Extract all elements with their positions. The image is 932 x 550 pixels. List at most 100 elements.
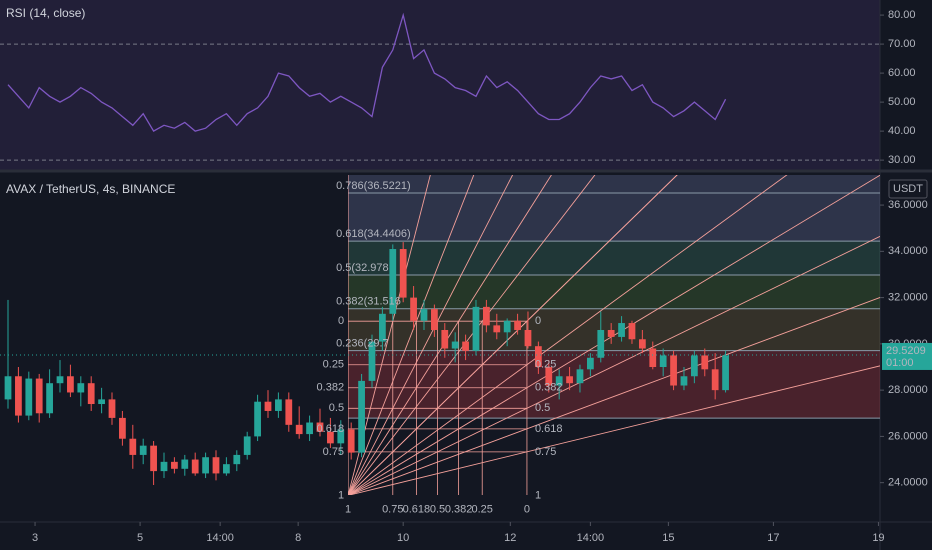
fib-label: 0.236(29.7 <box>336 337 389 349</box>
gann-label: 0.5 <box>535 402 550 414</box>
candle-body <box>670 355 677 386</box>
candle-body <box>171 461 178 469</box>
candle-body <box>389 249 397 314</box>
fan-line <box>348 175 596 495</box>
gann-label: 0 <box>338 315 344 327</box>
candle-body <box>275 399 282 411</box>
x-tick-label: 19 <box>872 532 884 544</box>
fib-label: 0.618(34.4406) <box>336 228 411 240</box>
rsi-line <box>7 12 727 132</box>
candle-body <box>243 436 251 455</box>
y-tick-label: 24.0000 <box>888 477 928 489</box>
candle-body <box>160 461 168 472</box>
candle-body <box>119 417 126 439</box>
candle-body <box>191 459 199 474</box>
gann-label: 0.618 <box>403 503 431 515</box>
candle-body <box>628 323 636 340</box>
candle-body <box>659 355 667 368</box>
x-tick-label: 14:00 <box>577 532 605 544</box>
candle-body <box>545 367 553 386</box>
gann-label: 1 <box>345 503 351 515</box>
fan-line <box>348 175 880 495</box>
candle-body <box>358 380 365 453</box>
y-tick-label: 60.00 <box>888 67 916 79</box>
candle-body <box>472 306 480 351</box>
x-tick-label: 14:00 <box>206 532 234 544</box>
candle-body <box>35 378 43 414</box>
gann-fan <box>348 175 880 495</box>
candle-body <box>46 383 53 414</box>
fan-line <box>348 365 880 495</box>
x-tick-label: 3 <box>32 532 38 544</box>
y-tick-label: 32.0000 <box>888 292 928 304</box>
gann-label: 0 <box>524 503 530 515</box>
y-tick-label: 50.00 <box>888 96 916 108</box>
gann-label: 0.25 <box>535 359 556 371</box>
gann-label: 0.25 <box>472 503 493 515</box>
candle-body <box>98 399 105 405</box>
fib-label: 0.382(31.516 <box>336 296 401 308</box>
fan-line <box>348 175 552 495</box>
candles <box>4 242 729 485</box>
candle-body <box>4 376 12 400</box>
candle-body <box>597 329 605 358</box>
fan-line <box>348 175 678 495</box>
last-price-box <box>882 342 932 370</box>
candle-body <box>503 320 511 333</box>
fib-band <box>348 241 881 275</box>
candle-body <box>223 464 230 474</box>
candle-body <box>202 457 209 474</box>
candle-body <box>254 401 261 437</box>
candle-body <box>493 325 501 333</box>
candle-body <box>139 445 147 455</box>
gann-label: 0.75 <box>535 446 556 458</box>
candle-body <box>576 369 584 384</box>
fib-layer <box>348 175 881 419</box>
y-tick-label: 80.00 <box>888 9 916 21</box>
gann-label: 0.25 <box>323 359 344 371</box>
candle-body <box>649 348 657 368</box>
fan-line <box>348 175 788 495</box>
candle-body <box>77 383 85 393</box>
fib-band <box>348 350 881 419</box>
currency: USDT <box>893 183 923 195</box>
candle-body <box>483 306 490 326</box>
candle-body <box>306 422 313 435</box>
y-tick-label: 28.0000 <box>888 384 928 396</box>
fib-band <box>348 274 881 309</box>
candle-body <box>566 376 573 384</box>
candle-body <box>15 376 22 416</box>
candle-body <box>722 355 729 391</box>
x-tick-label: 5 <box>137 532 143 544</box>
y-tick-label: 70.00 <box>888 38 916 50</box>
rsi-title: RSI (14, close) <box>6 6 85 20</box>
candle-body <box>347 429 355 453</box>
candle-body <box>316 422 324 432</box>
candle-body <box>701 355 709 370</box>
y-tick-label: 40.00 <box>888 125 916 137</box>
labels: 30.00 40.00 50.00 60.00 70.00 80.00 24.0000 26.… <box>0 9 932 544</box>
candle-body <box>462 341 469 351</box>
candle-body <box>212 457 220 474</box>
x-tick-label: 17 <box>767 532 779 544</box>
candle-body <box>711 369 719 391</box>
candle-body <box>586 357 594 370</box>
fib-label: 0.786(36.5221) <box>336 180 411 192</box>
candle-body <box>690 355 698 377</box>
countdown: 01:00 <box>886 357 914 369</box>
candle-body <box>420 309 428 321</box>
gann-label: 0.382 <box>317 382 345 394</box>
rsi-panel <box>0 0 880 170</box>
currency-box <box>888 179 928 199</box>
fib-label: 0.5(32.978 <box>336 262 389 274</box>
y-tick-label: 36.0000 <box>888 199 928 211</box>
gann-label: 1 <box>338 489 344 501</box>
candle-body <box>25 378 33 416</box>
x-tick-label: 15 <box>662 532 674 544</box>
candle-body <box>607 329 615 337</box>
fib-band <box>348 308 881 351</box>
candle-body <box>264 401 272 411</box>
candle-body <box>399 249 407 298</box>
candle-body <box>285 399 293 425</box>
